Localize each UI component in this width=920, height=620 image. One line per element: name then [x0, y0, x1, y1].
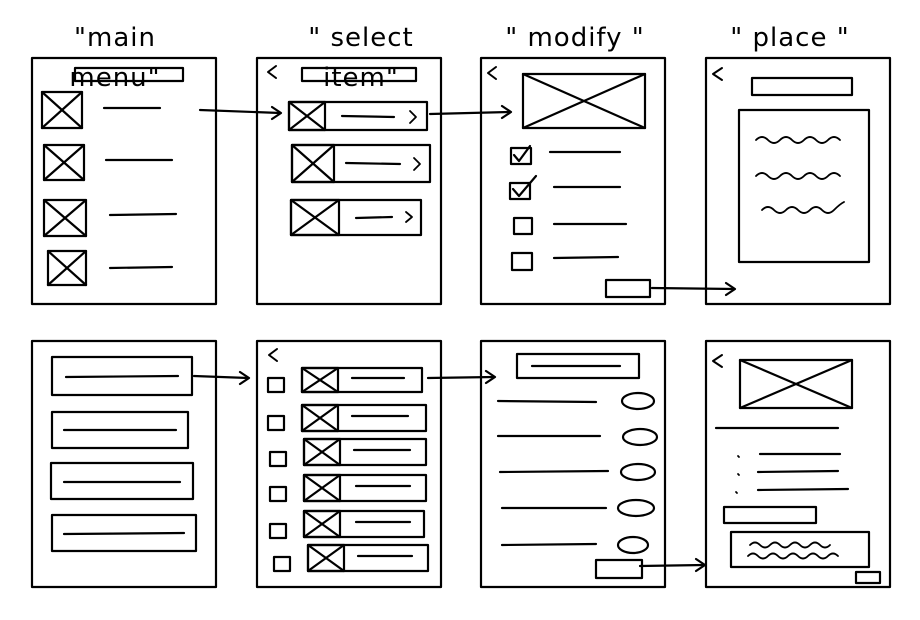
confirm-button[interactable]	[594, 558, 644, 580]
title-place: " place "	[730, 23, 850, 53]
arrow-right-icon	[650, 281, 737, 297]
checkbox-option[interactable]	[508, 174, 622, 201]
list-item[interactable]	[272, 543, 430, 573]
menu-item[interactable]	[40, 90, 162, 130]
section-bar	[722, 505, 818, 525]
image-placeholder-icon	[287, 100, 327, 132]
radio-button[interactable]	[616, 498, 656, 518]
checkbox[interactable]	[272, 555, 292, 573]
arrow-right-icon	[192, 370, 251, 386]
header-bar	[73, 66, 185, 83]
chevron-left-icon[interactable]	[268, 348, 278, 362]
chevron-left-icon[interactable]	[267, 65, 277, 79]
image-placeholder-icon	[42, 143, 86, 182]
frame-modify-a	[479, 56, 667, 306]
list-item[interactable]	[266, 403, 428, 433]
option-row[interactable]	[500, 535, 650, 555]
menu-button[interactable]	[50, 513, 198, 553]
header-bar	[750, 76, 854, 97]
image-placeholder-icon	[42, 198, 88, 238]
chevron-right-icon	[413, 157, 421, 171]
checkbox[interactable]	[266, 376, 286, 394]
chevron-left-icon[interactable]	[712, 354, 723, 368]
image-placeholder-icon	[40, 90, 84, 130]
checkbox[interactable]	[266, 414, 286, 432]
checkbox[interactable]	[268, 450, 288, 468]
frame-main-menu-a	[30, 56, 218, 306]
checkbox-option[interactable]	[510, 251, 620, 272]
option-row[interactable]	[496, 427, 659, 447]
radio-button[interactable]	[616, 535, 650, 555]
list-item[interactable]	[268, 437, 428, 468]
arrow-right-icon	[426, 369, 497, 385]
option-row[interactable]	[498, 462, 657, 482]
frame-main-menu-b	[30, 339, 218, 589]
chevron-left-icon[interactable]	[712, 67, 723, 81]
menu-item[interactable]	[42, 143, 174, 182]
image-placeholder-icon	[738, 358, 854, 410]
frame-modify-b	[479, 339, 667, 589]
chevron-right-icon	[405, 211, 413, 223]
note-box	[729, 530, 871, 569]
radio-button[interactable]	[620, 391, 656, 411]
list-item[interactable]	[266, 366, 424, 394]
radio-button[interactable]	[621, 427, 659, 447]
chevron-left-icon[interactable]	[487, 66, 497, 80]
menu-item[interactable]	[42, 198, 178, 238]
arrow-right-icon	[198, 105, 283, 121]
frame-place-a	[704, 56, 892, 306]
radio-button[interactable]	[619, 462, 657, 482]
checkbox[interactable]	[268, 522, 288, 540]
image-placeholder-icon	[46, 249, 88, 287]
header-bar	[300, 66, 418, 83]
list-item[interactable]	[268, 509, 426, 540]
place-order-button[interactable]	[854, 570, 882, 585]
title-modify: " modify "	[505, 23, 645, 53]
image-placeholder-icon	[290, 143, 336, 184]
chevron-right-icon	[409, 110, 417, 124]
header-bar	[515, 352, 641, 380]
order-summary-box	[737, 108, 871, 264]
frame-select-item-a	[255, 56, 443, 306]
list-item[interactable]	[268, 473, 428, 503]
frame-select-item-b	[255, 339, 443, 589]
menu-item[interactable]	[46, 249, 174, 287]
image-placeholder-icon	[521, 72, 647, 130]
checkbox-option[interactable]	[509, 144, 622, 166]
checkbox-option[interactable]	[512, 216, 628, 236]
image-placeholder-icon	[289, 198, 341, 237]
list-item[interactable]	[289, 198, 423, 237]
menu-button[interactable]	[49, 461, 195, 501]
arrow-right-icon	[638, 557, 707, 573]
list-item[interactable]	[287, 100, 429, 132]
menu-button[interactable]	[50, 355, 194, 397]
list-item[interactable]	[290, 143, 432, 184]
option-row[interactable]	[496, 391, 656, 411]
option-row[interactable]	[500, 498, 656, 518]
checkbox[interactable]	[268, 485, 288, 503]
menu-button[interactable]	[50, 410, 190, 450]
confirm-button[interactable]	[604, 278, 652, 299]
arrow-right-icon	[428, 104, 513, 120]
frame-place-b	[704, 339, 892, 589]
